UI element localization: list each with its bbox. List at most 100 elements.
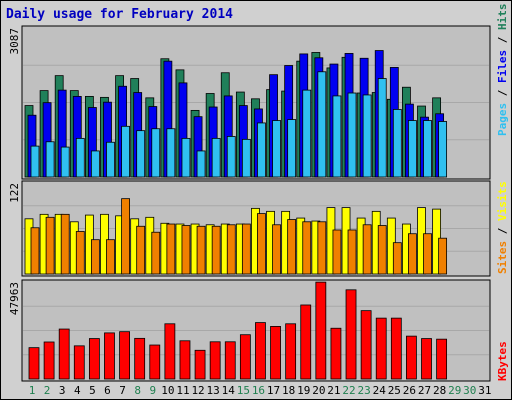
main-bar-pages-day-2 <box>45 141 55 178</box>
day-label-6: 6 <box>104 384 111 397</box>
kbytes-bar-kbytes-day-28 <box>436 338 448 380</box>
visits-bar-sites-day-28 <box>438 237 448 275</box>
legend-visits-separator-1: / <box>496 221 509 241</box>
main-bar-pages-day-3 <box>60 146 70 178</box>
main-bar-pages-day-6 <box>106 141 115 178</box>
kbytes-bar-kbytes-day-18 <box>285 323 297 380</box>
kbytes-bar-kbytes-day-24 <box>375 317 387 380</box>
day-label-14: 14 <box>222 384 236 397</box>
main-bar-pages-day-10 <box>166 128 176 178</box>
day-label-16: 16 <box>252 384 265 397</box>
kbytes-bar-kbytes-day-21 <box>330 327 342 380</box>
kbytes-bar-kbytes-day-10 <box>164 323 176 380</box>
visits-bar-sites-day-21 <box>332 229 342 275</box>
legend-main-files: Files <box>496 50 509 83</box>
visits-bar-sites-day-13 <box>211 225 221 275</box>
kbytes-bar-kbytes-day-16 <box>255 322 266 380</box>
main-bar-pages-day-15 <box>241 138 251 178</box>
kbytes-bar-kbytes-day-13 <box>209 341 221 380</box>
kbytes-bar-kbytes-day-9 <box>149 344 161 380</box>
visits-bar-sites-day-16 <box>257 213 266 275</box>
visits-bar-sites-day-23 <box>362 224 372 275</box>
kbytes-bar-kbytes-day-5 <box>88 338 100 380</box>
legend-visits-visits: Visits <box>496 181 509 221</box>
main-bar-pages-day-1 <box>30 145 40 178</box>
kbytes-bar-kbytes-day-25 <box>390 317 402 380</box>
visits-bar-sites-day-17 <box>272 224 281 275</box>
main-bar-pages-day-24 <box>377 78 387 178</box>
visits-bar-sites-day-24 <box>377 225 387 275</box>
kbytes-bar-kbytes-day-3 <box>58 328 70 380</box>
main-bar-pages-day-13 <box>211 137 221 178</box>
visits-ymax-label: 122 <box>8 183 21 203</box>
main-bar-pages-day-16 <box>257 122 266 178</box>
visits-bar-sites-day-15 <box>241 223 251 275</box>
main-bar-pages-day-4 <box>75 137 85 178</box>
day-label-9: 9 <box>149 384 156 397</box>
visits-bar-sites-day-25 <box>392 242 402 275</box>
kbytes-bar-kbytes-day-4 <box>73 345 85 380</box>
main-bar-pages-day-28 <box>438 121 448 178</box>
visits-bar-sites-day-27 <box>423 233 432 275</box>
legend-main-separator-1: / <box>496 83 509 103</box>
visits-bar-sites-day-3 <box>60 213 70 275</box>
day-label-3: 3 <box>59 384 66 397</box>
kbytes-bar-kbytes-day-8 <box>134 337 146 380</box>
legend-kbytes: KBytes <box>496 341 509 381</box>
visits-bar-sites-day-11 <box>181 225 191 275</box>
chart-title: Daily usage for February 2014 <box>6 7 233 22</box>
day-label-8: 8 <box>134 384 141 397</box>
day-label-30: 30 <box>463 384 476 397</box>
kbytes-ymax-label: 47963 <box>8 282 21 315</box>
day-label-19: 19 <box>297 384 310 397</box>
legend-main-hits: Hits <box>496 4 509 31</box>
legend-visits: Sites / Visits <box>496 181 509 274</box>
main-bar-pages-day-8 <box>136 130 146 178</box>
kbytes-bar-kbytes-day-22 <box>345 289 357 380</box>
main-bar-pages-day-11 <box>181 137 191 178</box>
visits-bar-sites-day-8 <box>136 225 146 275</box>
kbytes-bar-kbytes-day-12 <box>194 349 206 380</box>
kbytes-bar-kbytes-day-26 <box>406 335 417 380</box>
legend-main: Pages / Files / Hits <box>496 4 509 137</box>
kbytes-bar-kbytes-day-15 <box>239 334 251 380</box>
kbytes-bar-kbytes-day-23 <box>360 310 372 380</box>
kbytes-bar-kbytes-day-6 <box>104 332 115 380</box>
day-label-23: 23 <box>358 384 371 397</box>
kbytes-bar-kbytes-day-20 <box>315 281 327 380</box>
day-label-4: 4 <box>74 384 81 397</box>
visits-bar-sites-day-22 <box>347 229 357 275</box>
kbytes-bar-kbytes-day-7 <box>119 331 130 380</box>
day-label-11: 11 <box>176 384 189 397</box>
day-label-17: 17 <box>267 384 280 397</box>
day-label-25: 25 <box>388 384 401 397</box>
legend-visits-sites: Sites <box>496 241 509 274</box>
kbytes-bar-kbytes-day-19 <box>300 304 312 380</box>
main-bar-pages-day-14 <box>226 136 236 178</box>
main-bar-pages-day-7 <box>121 125 130 178</box>
visits-bar-sites-day-4 <box>75 231 85 275</box>
visits-bar-sites-day-5 <box>90 239 100 275</box>
day-label-20: 20 <box>312 384 325 397</box>
visits-bar-sites-day-7 <box>121 198 130 275</box>
main-bar-pages-day-23 <box>362 94 372 178</box>
visits-bar-sites-day-9 <box>151 231 161 275</box>
day-label-31: 31 <box>478 384 491 397</box>
day-label-13: 13 <box>207 384 220 397</box>
visits-bar-sites-day-20 <box>317 221 327 275</box>
visits-bar-sites-day-1 <box>30 227 40 275</box>
day-label-12: 12 <box>191 384 204 397</box>
main-bar-pages-day-18 <box>287 119 297 178</box>
main-bar-pages-day-19 <box>302 89 312 178</box>
main-ymax-label: 3087 <box>8 28 21 55</box>
kbytes-bar-kbytes-day-1 <box>28 347 40 380</box>
main-bar-pages-day-9 <box>151 128 161 178</box>
day-label-21: 21 <box>327 384 340 397</box>
kbytes-bar-kbytes-day-27 <box>421 338 432 380</box>
visits-bar-sites-day-12 <box>196 225 206 275</box>
day-label-26: 26 <box>403 384 416 397</box>
main-bar-pages-day-25 <box>392 109 402 178</box>
visits-bar-sites-day-26 <box>408 233 417 275</box>
main-bar-pages-day-17 <box>272 120 281 178</box>
visits-bar-sites-day-2 <box>45 216 55 275</box>
